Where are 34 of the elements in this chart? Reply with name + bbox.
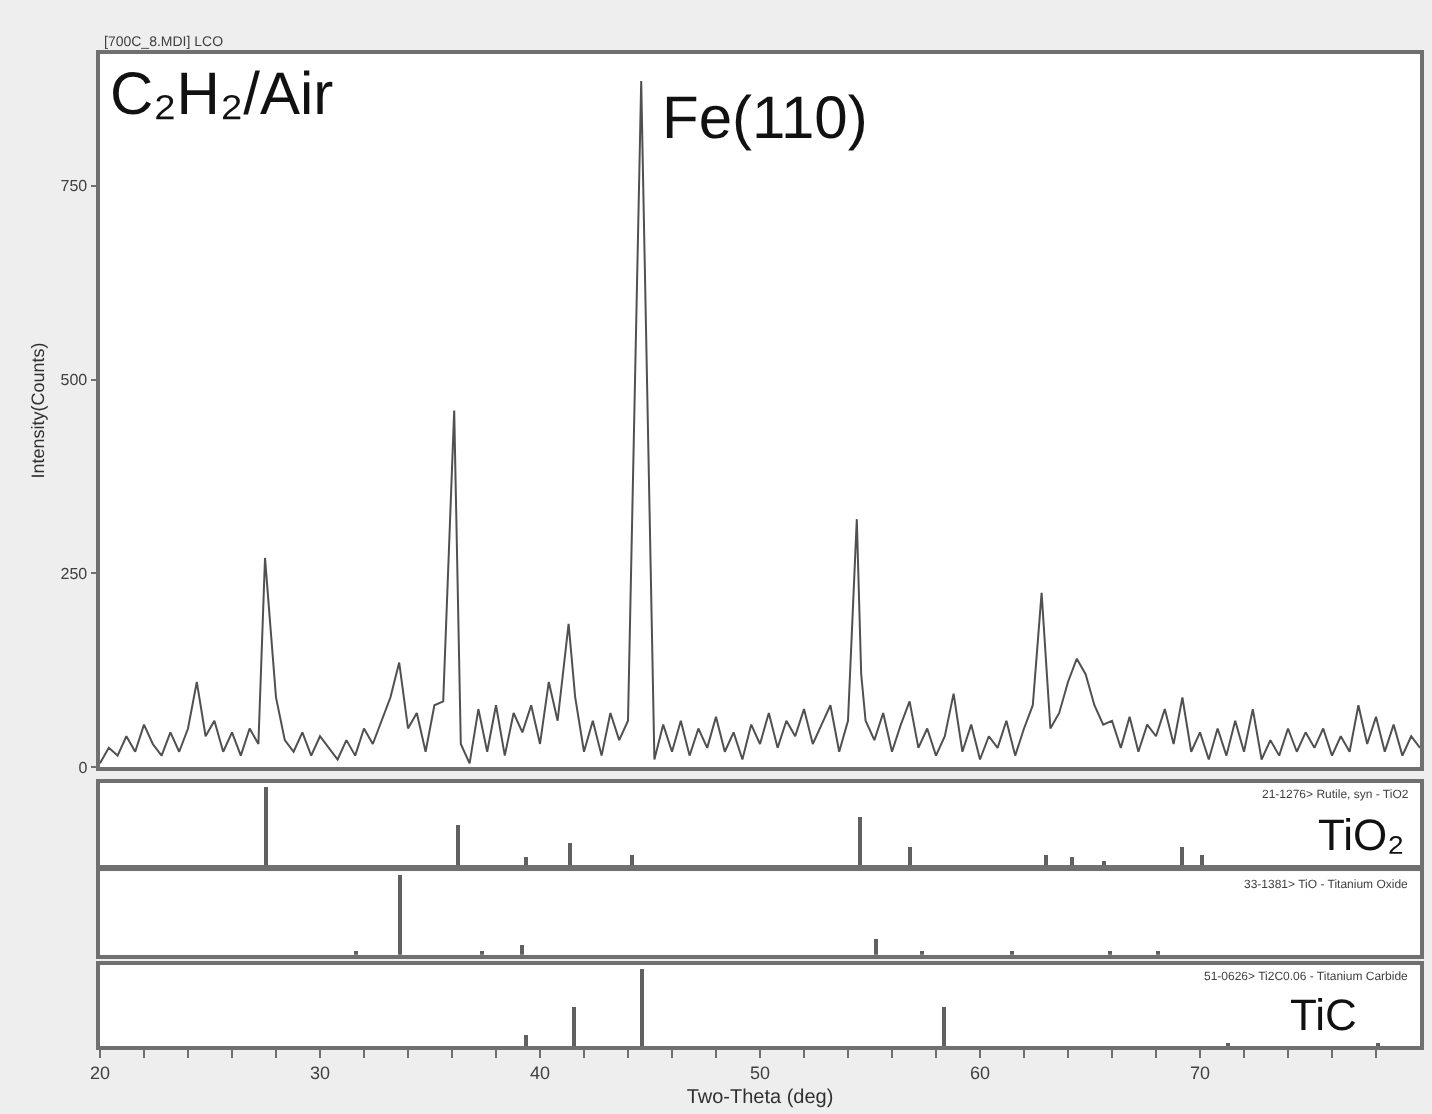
x-tick-label: 50 — [749, 1063, 771, 1084]
x-tick-label: 20 — [89, 1063, 111, 1084]
bar — [398, 875, 402, 955]
bar — [572, 1006, 576, 1046]
bar — [630, 855, 634, 866]
bar — [456, 825, 460, 866]
x-tick-label: 60 — [969, 1063, 991, 1084]
bar — [640, 968, 644, 1046]
bar — [942, 1006, 946, 1046]
x-tick-label: 70 — [1189, 1063, 1211, 1084]
y-tick-label: 250 — [60, 565, 89, 584]
x-tick-label: 30 — [309, 1063, 331, 1084]
annotation: C₂H₂/Air — [110, 62, 334, 128]
annotation: TiO₂ — [1318, 810, 1405, 860]
y-axis-title: Intensity(Counts) — [28, 342, 49, 479]
y-tick-label: 0 — [78, 758, 89, 777]
x-axis-title: Two-Theta (deg) — [686, 1087, 834, 1110]
annotation: Fe(110) — [662, 86, 868, 152]
y-tick-label: 750 — [60, 177, 89, 196]
bar — [858, 817, 862, 866]
bar — [524, 857, 528, 866]
bar — [874, 939, 878, 955]
y-tick-label: 500 — [60, 371, 89, 390]
bar — [568, 843, 572, 866]
bar — [520, 945, 524, 955]
bar — [908, 847, 912, 866]
bar — [1044, 855, 1048, 866]
x-tick-label: 40 — [529, 1063, 551, 1084]
bar — [1200, 855, 1204, 866]
annotation: TiC — [1290, 990, 1358, 1040]
bar — [1070, 857, 1074, 866]
bar — [1180, 847, 1184, 866]
bar — [524, 1034, 528, 1046]
bar — [264, 787, 268, 866]
